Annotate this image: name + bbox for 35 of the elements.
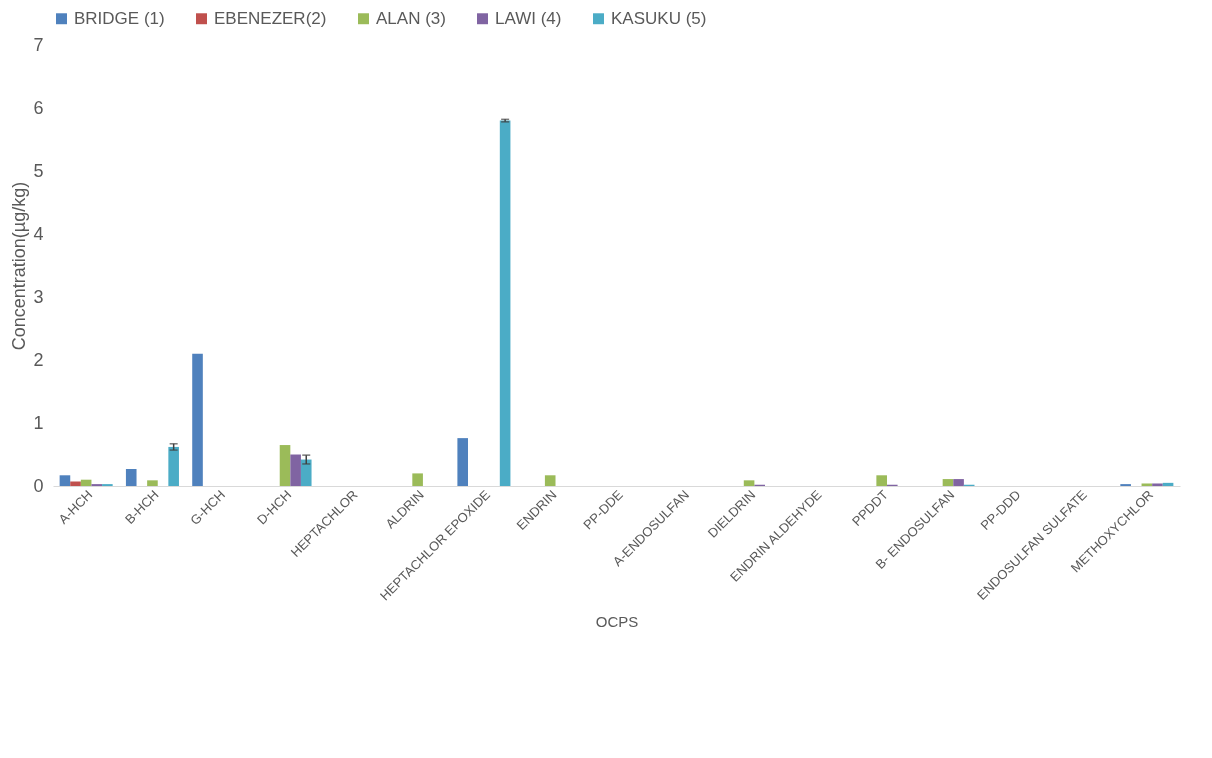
y-tick-label: 4 (33, 223, 44, 244)
y-tick-label: 5 (33, 160, 44, 181)
y-tick-label: 6 (33, 97, 44, 118)
legend-label: KASUKU (5) (611, 8, 707, 28)
legend-label: ALAN (3) (376, 8, 446, 28)
bar (80, 479, 92, 486)
legend-label: BRIDGE (1) (74, 8, 165, 28)
bar (743, 480, 755, 486)
bar (1162, 482, 1174, 486)
bar (59, 475, 71, 486)
bar (1152, 483, 1163, 486)
y-axis-title: Concentration(µg/kg) (9, 181, 30, 351)
bar (290, 454, 301, 486)
bar (300, 459, 312, 486)
bar (457, 438, 468, 486)
legend-label: EBENEZER(2) (214, 8, 327, 28)
bar (125, 468, 137, 486)
legend-label: LAWI (4) (495, 8, 562, 28)
bar (1141, 483, 1153, 486)
bar (544, 475, 556, 486)
bar (942, 479, 954, 486)
y-tick-label: 1 (33, 412, 44, 433)
y-tick-label: 2 (33, 349, 44, 370)
bar (499, 120, 511, 486)
bar (412, 473, 423, 486)
bar (192, 353, 203, 486)
bar (876, 475, 887, 486)
bar (70, 481, 81, 486)
y-tick-label: 0 (33, 475, 44, 496)
x-axis-title: OCPS (595, 613, 639, 631)
y-tick-label: 7 (33, 34, 44, 55)
y-tick-label: 3 (33, 286, 44, 307)
bar (953, 479, 964, 486)
bar (147, 480, 158, 486)
bar (279, 445, 291, 486)
